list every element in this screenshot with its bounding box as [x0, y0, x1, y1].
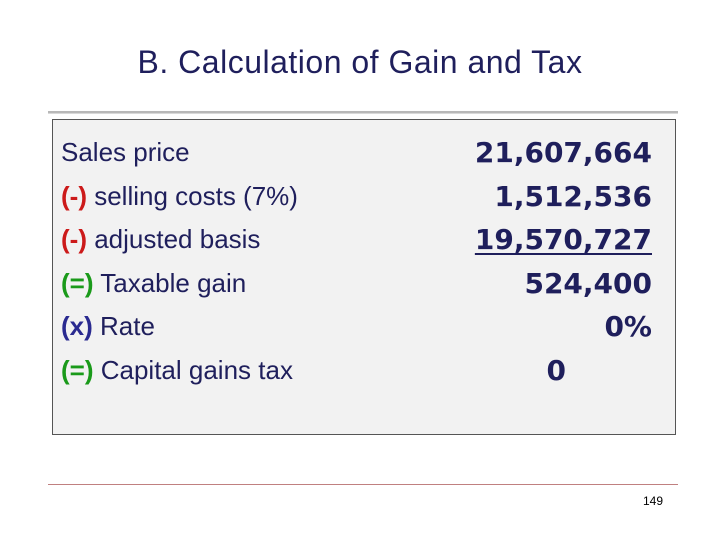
- row-label: Capital gains tax: [93, 354, 293, 385]
- equals-operator: (=): [61, 354, 94, 385]
- row-capital-gains-tax: (=) Capital gains tax: [61, 349, 298, 393]
- row-selling-costs: (-) selling costs (7%): [61, 175, 298, 219]
- calculation-values: 21,607,664 1,512,536 19,570,727 524,400 …: [475, 131, 652, 392]
- row-label: Taxable gain: [93, 267, 247, 298]
- underlined-value: 19,570,727: [474, 223, 652, 256]
- value-adjusted-basis: 19,570,727: [475, 218, 652, 262]
- row-sales-price: Sales price: [61, 131, 298, 175]
- value-taxable-gain: 524,400: [524, 266, 652, 300]
- tax-value: 0: [546, 353, 566, 387]
- value-sales-price: 21,607,664: [474, 136, 652, 169]
- row-adjusted-basis: (-) adjusted basis: [61, 218, 298, 262]
- calculation-labels: Sales price (-) selling costs (7%) (-) a…: [61, 131, 298, 392]
- value-capital-gains-tax: 0: [475, 349, 652, 393]
- row-label: Rate: [92, 311, 155, 341]
- slide-title: B. Calculation of Gain and Tax: [137, 44, 583, 80]
- value-rate: 0%: [604, 310, 652, 343]
- row-rate: (x) Rate: [61, 305, 298, 349]
- value-selling-costs: 1,512,536: [494, 179, 652, 213]
- row-label: Sales price: [61, 137, 190, 167]
- row-label: adjusted basis: [86, 224, 261, 254]
- title-divider: [48, 111, 678, 114]
- minus-operator: (-): [61, 180, 87, 211]
- equals-operator: (=): [61, 267, 94, 298]
- row-taxable-gain: (=) Taxable gain: [61, 262, 298, 306]
- calculation-box: [52, 119, 676, 435]
- page-number: 149: [642, 494, 663, 508]
- footer-divider: [48, 484, 678, 485]
- minus-operator: (-): [61, 224, 87, 254]
- row-label: selling costs (7%): [86, 180, 298, 211]
- times-operator: (x): [61, 311, 93, 341]
